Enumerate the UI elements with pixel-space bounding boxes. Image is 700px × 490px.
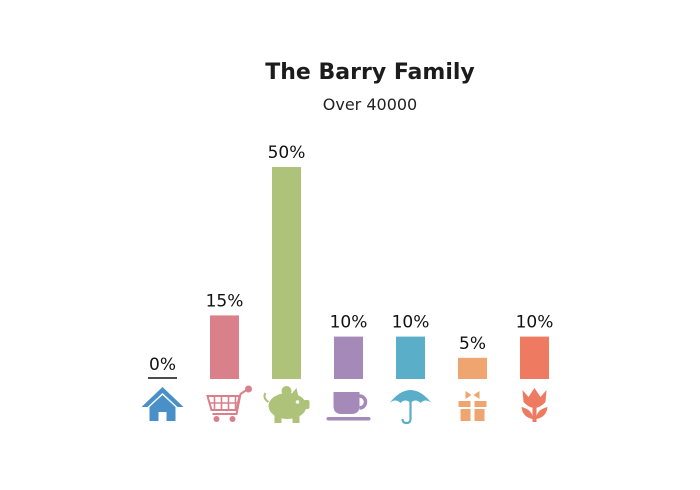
- data-label: 10%: [392, 313, 430, 333]
- data-label: 10%: [330, 313, 368, 333]
- data-label: 15%: [206, 291, 244, 311]
- gift-box-icon: [458, 391, 487, 421]
- piggy-bank-icon: [263, 386, 310, 423]
- tulip-icon: [521, 388, 548, 422]
- bar: [334, 336, 363, 379]
- coffee-cup-icon: [326, 392, 371, 421]
- data-label: 0%: [149, 355, 176, 375]
- data-label: 50%: [268, 143, 306, 163]
- chart-subtitle: Over 40000: [322, 95, 418, 114]
- house-icon: [141, 387, 184, 421]
- bar: [272, 167, 301, 379]
- bar: [210, 315, 239, 379]
- bar: [396, 336, 425, 379]
- data-label: 10%: [516, 313, 554, 333]
- bar: [458, 357, 487, 379]
- shopping-cart-icon: [206, 385, 252, 422]
- bar: [520, 336, 549, 379]
- chart-title: The Barry Family: [265, 60, 475, 85]
- data-label: 5%: [459, 334, 486, 354]
- umbrella-icon: [389, 390, 432, 425]
